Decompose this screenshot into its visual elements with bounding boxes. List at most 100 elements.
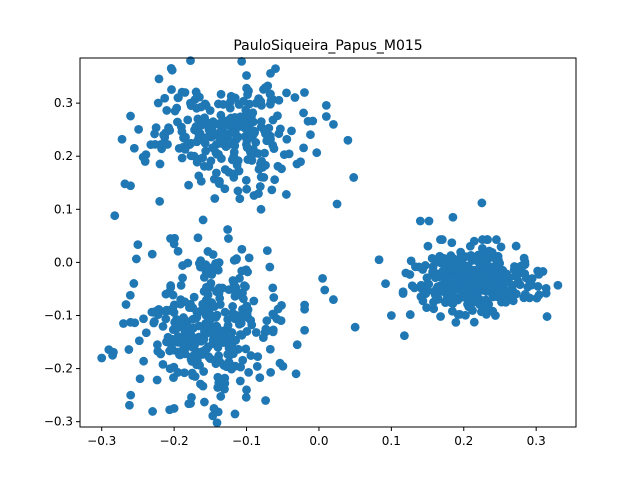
data-point [241,105,251,115]
data-point [168,290,178,300]
data-point [224,115,234,125]
data-point [218,100,228,109]
data-point [461,310,470,320]
data-point [124,345,134,354]
data-point [194,259,204,268]
data-point [200,397,209,407]
data-point [406,256,416,266]
data-point [190,339,200,349]
data-point [170,322,180,332]
data-point [147,249,157,259]
data-point [220,378,230,388]
data-point [415,216,425,226]
data-point [269,144,279,154]
data-point [504,288,514,298]
data-point [542,312,552,321]
data-point [201,303,211,313]
data-point [266,368,276,377]
data-point [206,156,216,166]
data-point [241,392,251,402]
data-point [198,381,208,391]
data-point [151,306,160,316]
data-point [251,328,261,337]
data-point [269,293,279,302]
data-point [175,316,185,326]
data-point [162,305,171,315]
data-point [224,234,233,243]
data-point [478,268,488,278]
data-point [187,352,196,362]
data-point [160,93,170,103]
data-point [270,175,280,185]
data-point [256,117,266,127]
data-point [446,273,456,283]
data-point [399,331,409,341]
data-point [185,330,195,339]
y-tick-label: −0.1 [44,309,73,323]
data-point [189,292,199,302]
data-point [492,292,502,302]
data-point [141,328,151,338]
data-point [154,74,164,84]
data-point [451,318,461,327]
data-point [453,295,463,305]
data-point [541,288,551,298]
y-tick-label: −0.2 [44,362,73,376]
data-point [277,164,286,174]
data-point [192,137,202,147]
data-point [254,164,264,174]
data-point [97,353,107,363]
data-point [447,254,456,264]
data-point [246,351,256,360]
data-point [244,134,253,143]
data-point [265,344,275,354]
data-point [204,352,214,362]
data-point [477,198,487,208]
data-point [134,336,144,346]
data-point [321,112,331,121]
data-point [242,301,252,311]
data-point [150,139,160,149]
data-point [212,334,222,344]
data-point [199,367,209,376]
data-point [173,368,183,377]
data-point [187,392,196,402]
data-point [468,306,477,315]
data-point [275,358,285,368]
data-point [139,356,149,366]
data-point [228,302,238,311]
data-point [211,168,221,178]
data-point [300,88,309,97]
data-point [448,212,458,222]
data-point [129,279,139,288]
data-point [233,289,242,299]
data-point [162,106,172,115]
data-point [431,291,441,301]
data-point [414,262,424,272]
data-point [436,235,445,244]
data-point [239,112,249,122]
data-point [248,117,258,127]
data-point [234,122,244,131]
data-point [292,340,302,350]
chart-title: PauloSiqueira_Papus_M015 [233,38,422,54]
data-point [236,318,246,328]
data-point [257,156,267,166]
data-point [140,157,150,166]
data-point [183,115,193,125]
data-point [215,176,224,186]
data-point [469,293,479,303]
data-point [266,89,275,99]
data-point [282,134,292,144]
data-point [119,319,128,328]
data-point [496,242,506,252]
data-point [248,108,258,118]
data-point [239,96,248,106]
data-point [349,173,359,182]
data-point [126,111,135,121]
data-point [183,321,193,331]
data-point [476,307,486,317]
data-point [265,262,275,272]
